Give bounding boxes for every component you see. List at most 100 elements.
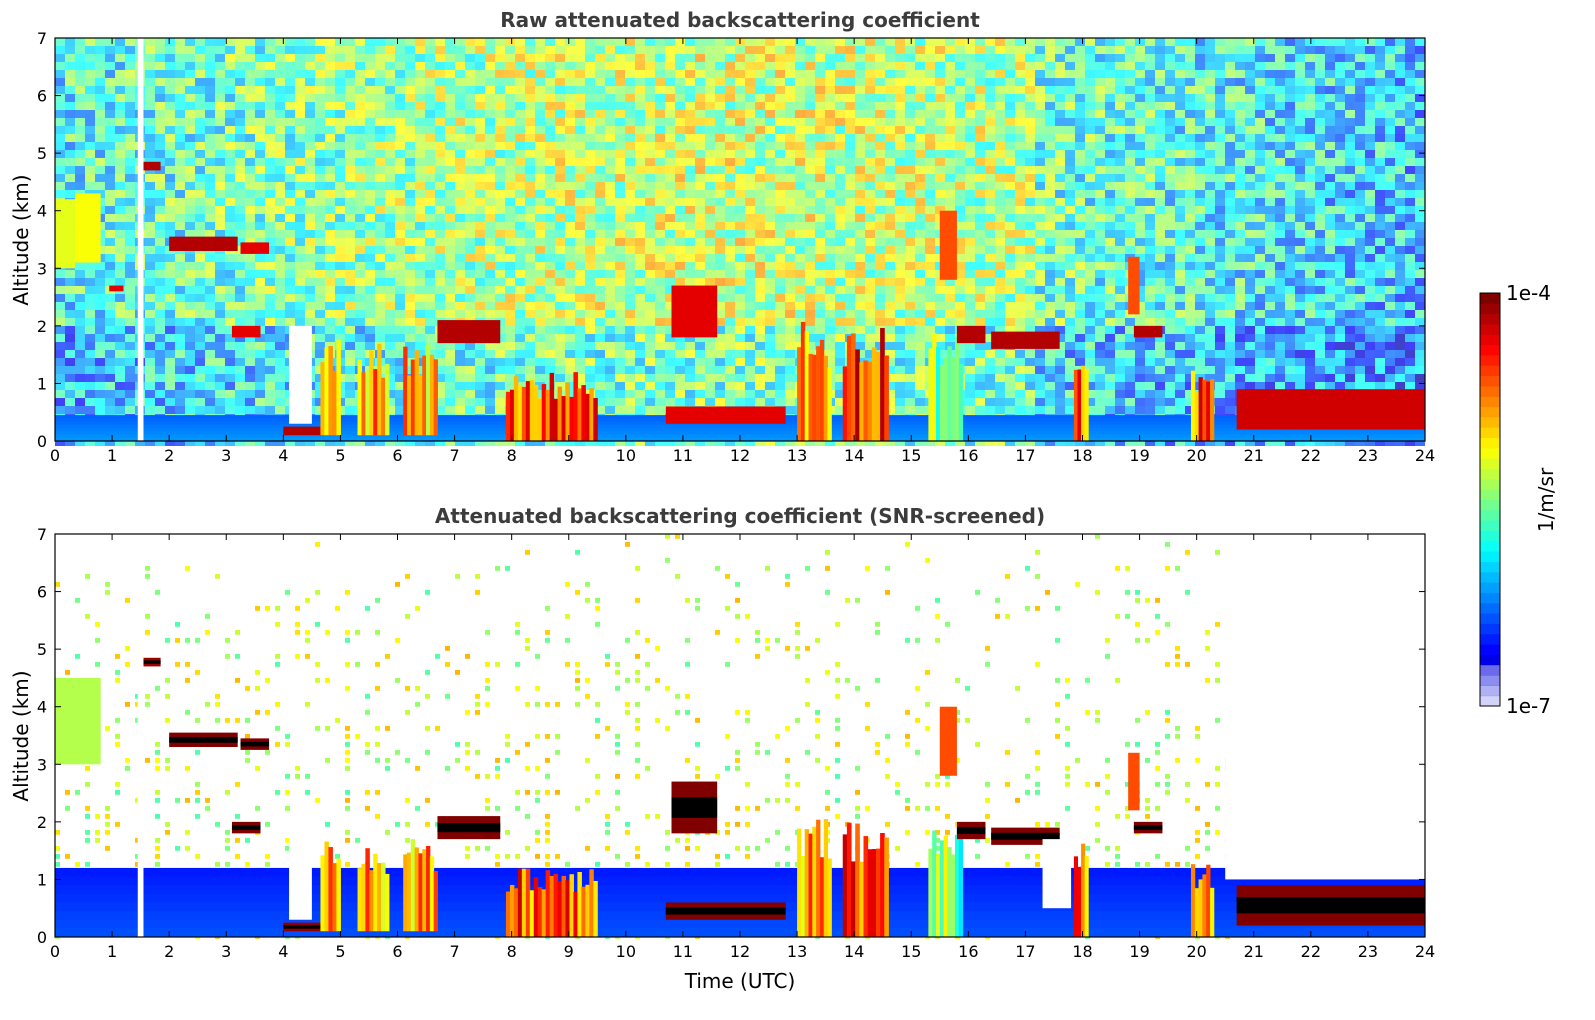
- noise-cell: [1055, 302, 1065, 310]
- noise-cell: [175, 150, 185, 158]
- noise-cell: [665, 326, 675, 334]
- noise-cell: [125, 190, 135, 198]
- noise-cell: [1015, 190, 1025, 198]
- noise-cell: [1345, 310, 1355, 318]
- noise-cell: [845, 62, 855, 70]
- noise-cell: [1105, 110, 1115, 118]
- noise-cell: [955, 230, 965, 238]
- noise-cell: [955, 102, 965, 110]
- noise-cell: [675, 246, 685, 254]
- noise-cell: [1245, 246, 1255, 254]
- noise-cell: [735, 270, 745, 278]
- noise-cell: [475, 62, 485, 70]
- noise-cell: [345, 46, 355, 54]
- noise-cell: [605, 278, 615, 286]
- noise-cell: [885, 182, 895, 190]
- noise-cell: [255, 182, 265, 190]
- noise-cell: [1265, 238, 1275, 246]
- noise-cell: [995, 222, 1005, 230]
- noise-cell: [585, 310, 595, 318]
- noise-cell: [125, 150, 135, 158]
- noise-cell: [575, 254, 585, 262]
- noise-cell: [1155, 126, 1165, 134]
- noise-cell: [1055, 142, 1065, 150]
- noise-cell: [735, 238, 745, 246]
- noise-cell: [545, 182, 555, 190]
- noise-cell: [1065, 262, 1075, 270]
- noise-cell: [625, 134, 635, 142]
- noise-cell: [815, 142, 825, 150]
- noise-cell: [795, 222, 805, 230]
- noise-cell: [865, 254, 875, 262]
- noise-cell: [1385, 86, 1395, 94]
- noise-cell: [385, 198, 395, 206]
- noise-cell: [1295, 270, 1305, 278]
- noise-cell: [435, 38, 445, 46]
- noise-cell: [1215, 126, 1225, 134]
- noise-cell: [1395, 198, 1405, 206]
- noise-cell: [1015, 158, 1025, 166]
- noise-cell: [455, 78, 465, 86]
- noise-cell: [95, 326, 105, 334]
- noise-cell: [695, 62, 705, 70]
- noise-cell: [205, 190, 215, 198]
- noise-cell: [295, 238, 305, 246]
- noise-cell: [115, 262, 125, 270]
- noise-cell: [1255, 246, 1265, 254]
- noise-cell: [1345, 134, 1355, 142]
- noise-cell: [965, 118, 975, 126]
- noise-cell: [165, 110, 175, 118]
- noise-cell: [505, 150, 515, 158]
- noise-cell: [1345, 150, 1355, 158]
- noise-cell: [365, 78, 375, 86]
- noise-cell: [835, 294, 845, 302]
- noise-cell: [555, 286, 565, 294]
- noise-cell: [1055, 238, 1065, 246]
- noise-cell: [95, 318, 105, 326]
- noise-cell: [215, 206, 225, 214]
- noise-cell: [965, 38, 975, 46]
- noise-cell: [885, 294, 895, 302]
- noise-cell: [1225, 134, 1235, 142]
- noise-cell: [935, 118, 945, 126]
- noise-cell: [285, 310, 295, 318]
- noise-cell: [75, 94, 85, 102]
- noise-cell: [125, 326, 135, 334]
- noise-cell: [525, 318, 535, 326]
- noise-cell: [655, 246, 665, 254]
- noise-cell: [1175, 62, 1185, 70]
- noise-cell: [1305, 70, 1315, 78]
- noise-cell: [155, 222, 165, 230]
- noise-cell: [1135, 70, 1145, 78]
- noise-cell: [315, 94, 325, 102]
- noise-cell: [585, 142, 595, 150]
- noise-cell: [385, 254, 395, 262]
- noise-cell: [265, 118, 275, 126]
- noise-cell: [725, 118, 735, 126]
- noise-cell: [325, 294, 335, 302]
- noise-cell: [155, 62, 165, 70]
- noise-cell: [1365, 230, 1375, 238]
- noise-cell: [865, 174, 875, 182]
- noise-cell: [885, 190, 895, 198]
- noise-cell: [1085, 46, 1095, 54]
- noise-cell: [295, 246, 305, 254]
- noise-cell: [885, 142, 895, 150]
- noise-cell: [1165, 54, 1175, 62]
- noise-cell: [295, 38, 305, 46]
- noise-cell: [355, 62, 365, 70]
- noise-cell: [645, 270, 655, 278]
- noise-cell: [1385, 94, 1395, 102]
- noise-cell: [345, 70, 355, 78]
- noise-cell: [645, 118, 655, 126]
- noise-cell: [335, 86, 345, 94]
- noise-cell: [415, 190, 425, 198]
- noise-cell: [625, 126, 635, 134]
- noise-cell: [905, 222, 915, 230]
- noise-cell: [1315, 118, 1325, 126]
- noise-cell: [595, 110, 605, 118]
- noise-cell: [305, 190, 315, 198]
- noise-cell: [825, 310, 835, 318]
- noise-cell: [1305, 286, 1315, 294]
- noise-cell: [575, 214, 585, 222]
